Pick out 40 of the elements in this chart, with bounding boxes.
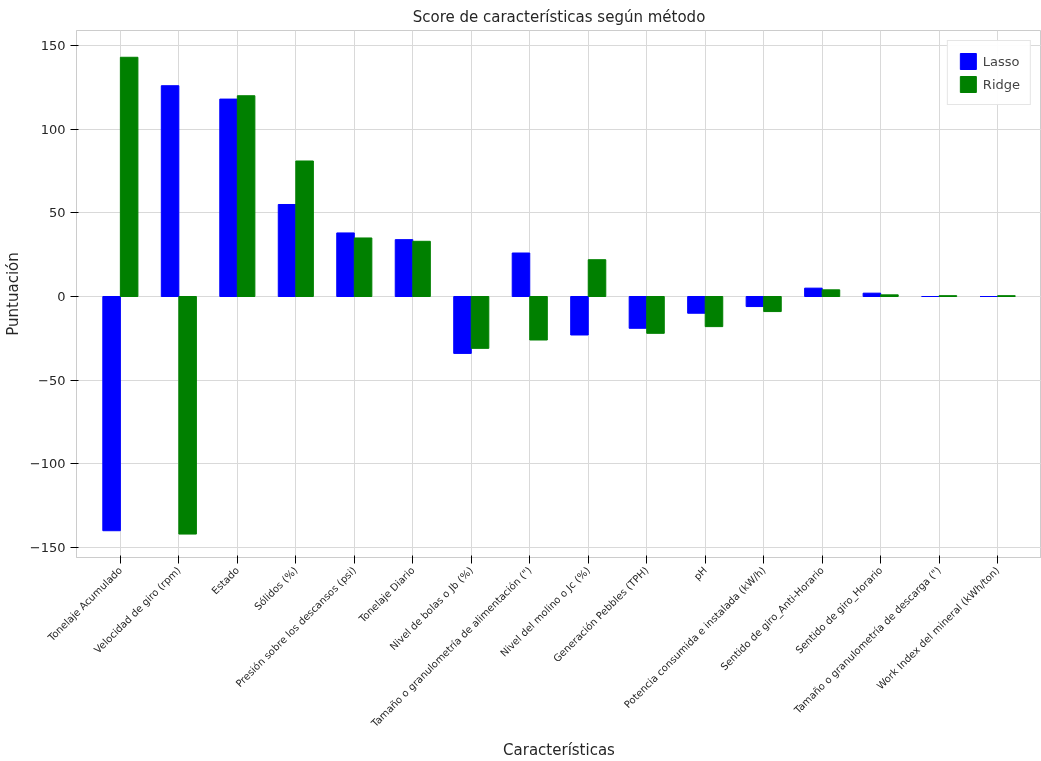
bar: [804, 287, 823, 298]
x-axis-title: Características: [503, 740, 616, 759]
bar: [236, 95, 256, 298]
bar: [628, 296, 648, 329]
legend-label: Lasso: [982, 53, 1020, 69]
bar: [178, 296, 197, 535]
bar: [453, 296, 472, 354]
bar: [745, 296, 765, 308]
chart-title: Score de características según método: [412, 7, 706, 26]
bar: [529, 296, 548, 341]
bar: [102, 296, 121, 532]
y-tick-label: −100: [29, 456, 66, 472]
x-tick-label: pH: [691, 564, 710, 583]
bar: [687, 296, 706, 314]
bar: [704, 296, 724, 328]
bar: [295, 160, 314, 298]
bar: [219, 98, 238, 298]
bar: [862, 292, 882, 298]
bar: [277, 203, 297, 298]
bar: [763, 296, 782, 313]
bar: [511, 252, 531, 298]
bar: [821, 289, 841, 298]
bar: [570, 296, 589, 336]
y-tick-label: 0: [57, 289, 66, 305]
y-tick-label: 100: [40, 121, 66, 137]
bar: [353, 237, 373, 298]
bar: [470, 296, 490, 349]
bar: [587, 259, 607, 298]
y-tick-label: −50: [38, 372, 66, 388]
bar: [412, 240, 431, 298]
y-tick-label: 50: [48, 205, 66, 221]
legend-label: Ridge: [982, 76, 1020, 92]
y-tick-label: −150: [29, 539, 66, 555]
bar: [646, 296, 665, 334]
y-tick-label: 150: [40, 38, 66, 54]
bar: [394, 239, 414, 298]
bar: [336, 232, 355, 298]
y-axis-title: Puntuación: [3, 252, 22, 336]
bar: [119, 56, 139, 298]
bar: [160, 85, 180, 298]
